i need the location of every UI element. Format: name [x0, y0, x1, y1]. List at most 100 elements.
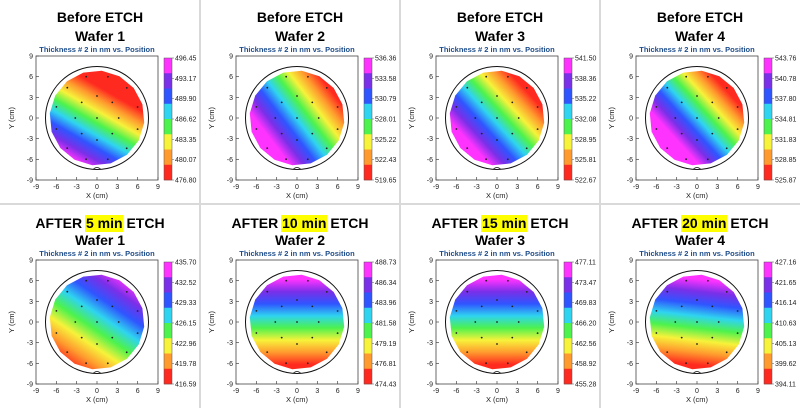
highlight-box	[681, 215, 728, 232]
measurement-site	[136, 332, 139, 334]
measurement-site	[474, 321, 477, 323]
measurement-site	[511, 101, 514, 104]
x-tick-label: -3	[474, 184, 480, 191]
y-tick-label: 3	[629, 299, 633, 306]
measurement-site	[711, 101, 714, 104]
etch-time-highlight: 20 min	[682, 215, 726, 231]
measurement-site	[117, 321, 120, 323]
chart-subtitle: Thickness # 2 in nm vs. Position	[439, 45, 555, 54]
measurement-site	[296, 299, 298, 301]
y-tick-label: 9	[229, 54, 233, 61]
x-tick-label: 3	[515, 184, 519, 191]
colorbar-band	[364, 73, 372, 89]
colorbar-band	[364, 338, 372, 354]
measurement-site	[66, 147, 69, 150]
measurement-site	[536, 128, 539, 131]
wafer-label: Wafer 3	[475, 28, 525, 44]
measurement-site	[455, 106, 458, 108]
measurement-site	[306, 158, 309, 161]
measurement-site	[507, 279, 509, 282]
colorbar-band	[164, 88, 172, 105]
measurement-site	[266, 147, 269, 150]
measurement-site	[96, 321, 98, 323]
y-tick-label: 6	[29, 278, 33, 285]
highlight-box	[84, 215, 124, 232]
wafer-notch	[692, 167, 702, 170]
y-tick-label: -9	[627, 382, 633, 389]
wafer-notch	[292, 371, 302, 374]
x-tick-label: 0	[95, 184, 99, 191]
highlight-box	[481, 215, 528, 232]
measurement-site	[266, 86, 269, 89]
measurement-site	[336, 332, 339, 334]
y-axis-label: Y (cm)	[207, 311, 216, 333]
colorbar-tick-label: 536.36	[375, 56, 397, 63]
y-tick-label: 9	[229, 258, 233, 265]
chart-title: AFTER 10 min ETCH	[232, 215, 369, 231]
colorbar-band	[564, 103, 572, 120]
measurement-site	[85, 158, 87, 161]
colorbar-tick-label: 543.76	[775, 56, 797, 63]
chart-title: AFTER 15 min ETCH	[432, 215, 569, 231]
wafer-notch	[492, 167, 502, 170]
measurement-site	[85, 279, 88, 282]
colorbar-band	[764, 368, 772, 385]
y-tick-label: -9	[427, 178, 433, 185]
measurement-site	[280, 101, 283, 104]
x-tick-label: 3	[115, 184, 119, 191]
colorbar-band	[764, 307, 772, 324]
colorbar-tick-label: 422.96	[175, 341, 197, 348]
measurement-site	[480, 132, 483, 135]
measurement-site	[96, 95, 98, 97]
measurement-site	[485, 362, 487, 365]
measurement-site	[325, 351, 328, 354]
colorbar-band	[564, 88, 572, 105]
colorbar-tick-label: 462.56	[575, 341, 597, 348]
measurement-site	[85, 75, 88, 78]
measurement-site	[706, 158, 709, 161]
colorbar-tick-label: 486.34	[375, 280, 397, 287]
measurement-site	[696, 117, 698, 119]
measurement-site	[280, 132, 283, 135]
x-axis-label: X (cm)	[686, 395, 709, 404]
wafer-label: Wafer 2	[275, 232, 325, 248]
colorbar-band	[364, 292, 372, 309]
colorbar-tick-label: 483.96	[375, 300, 397, 307]
wafer-notch	[692, 371, 702, 374]
measurement-site	[496, 321, 498, 323]
colorbar-tick-label: 455.28	[575, 382, 597, 389]
wafer-notch	[92, 167, 102, 170]
colorbar-tick-label: 493.17	[175, 76, 197, 83]
wafer-label: Wafer 4	[675, 28, 725, 44]
measurement-site	[506, 362, 509, 365]
x-axis-label: X (cm)	[686, 191, 709, 200]
colorbar-tick-label: 488.73	[375, 260, 397, 267]
x-tick-label: 0	[295, 184, 299, 191]
chart-subtitle: Thickness # 2 in nm vs. Position	[439, 249, 555, 258]
measurement-site	[274, 321, 277, 323]
measurement-site	[285, 158, 287, 161]
measurement-site	[480, 101, 483, 104]
chart-title: Before ETCH	[657, 9, 743, 25]
measurement-site	[536, 310, 539, 312]
measurement-site	[711, 336, 714, 339]
measurement-site	[255, 310, 258, 312]
y-tick-label: -3	[27, 340, 33, 347]
etch-time-highlight: 10 min	[282, 215, 326, 231]
colorbar-tick-label: 537.80	[775, 96, 797, 103]
x-tick-label: 9	[556, 388, 560, 395]
x-tick-label: 6	[136, 388, 140, 395]
chart-subtitle: Thickness # 2 in nm vs. Position	[39, 249, 155, 258]
y-tick-label: -3	[27, 136, 33, 143]
wafer-outline	[644, 269, 750, 375]
measurement-site	[85, 362, 87, 365]
colorbar-tick-label: 477.11	[575, 260, 596, 267]
title-part: AFTER	[632, 215, 683, 231]
chart-subtitle: Thickness # 2 in nm vs. Position	[239, 45, 355, 54]
wafer-outline	[644, 65, 750, 171]
colorbar-band	[764, 119, 772, 135]
x-tick-label: -9	[233, 184, 239, 191]
y-tick-label: 3	[229, 299, 233, 306]
measurement-site	[685, 75, 688, 78]
